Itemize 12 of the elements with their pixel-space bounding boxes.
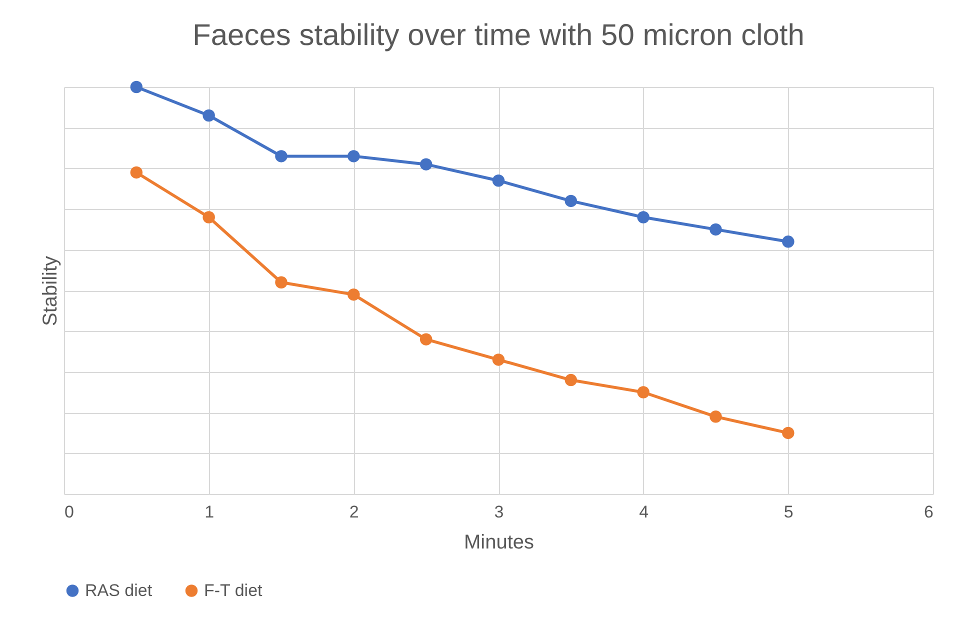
y-axis-title: Stability (40, 256, 62, 326)
x-tick-label: 2 (349, 502, 359, 522)
x-tick-label: 4 (639, 502, 649, 522)
legend-label: RAS diet (85, 580, 152, 600)
legend-label: F-T diet (204, 580, 263, 600)
x-tick-label: 3 (494, 502, 504, 522)
x-tick-label: 5 (784, 502, 794, 522)
x-tick-label: 1 (204, 502, 214, 522)
chart-title: Faeces stability over time with 50 micron cloth (192, 18, 804, 52)
x-tick-label: 0 (64, 502, 74, 522)
x-tick-label: 6 (924, 502, 934, 522)
x-axis-title: Minutes (464, 532, 534, 554)
